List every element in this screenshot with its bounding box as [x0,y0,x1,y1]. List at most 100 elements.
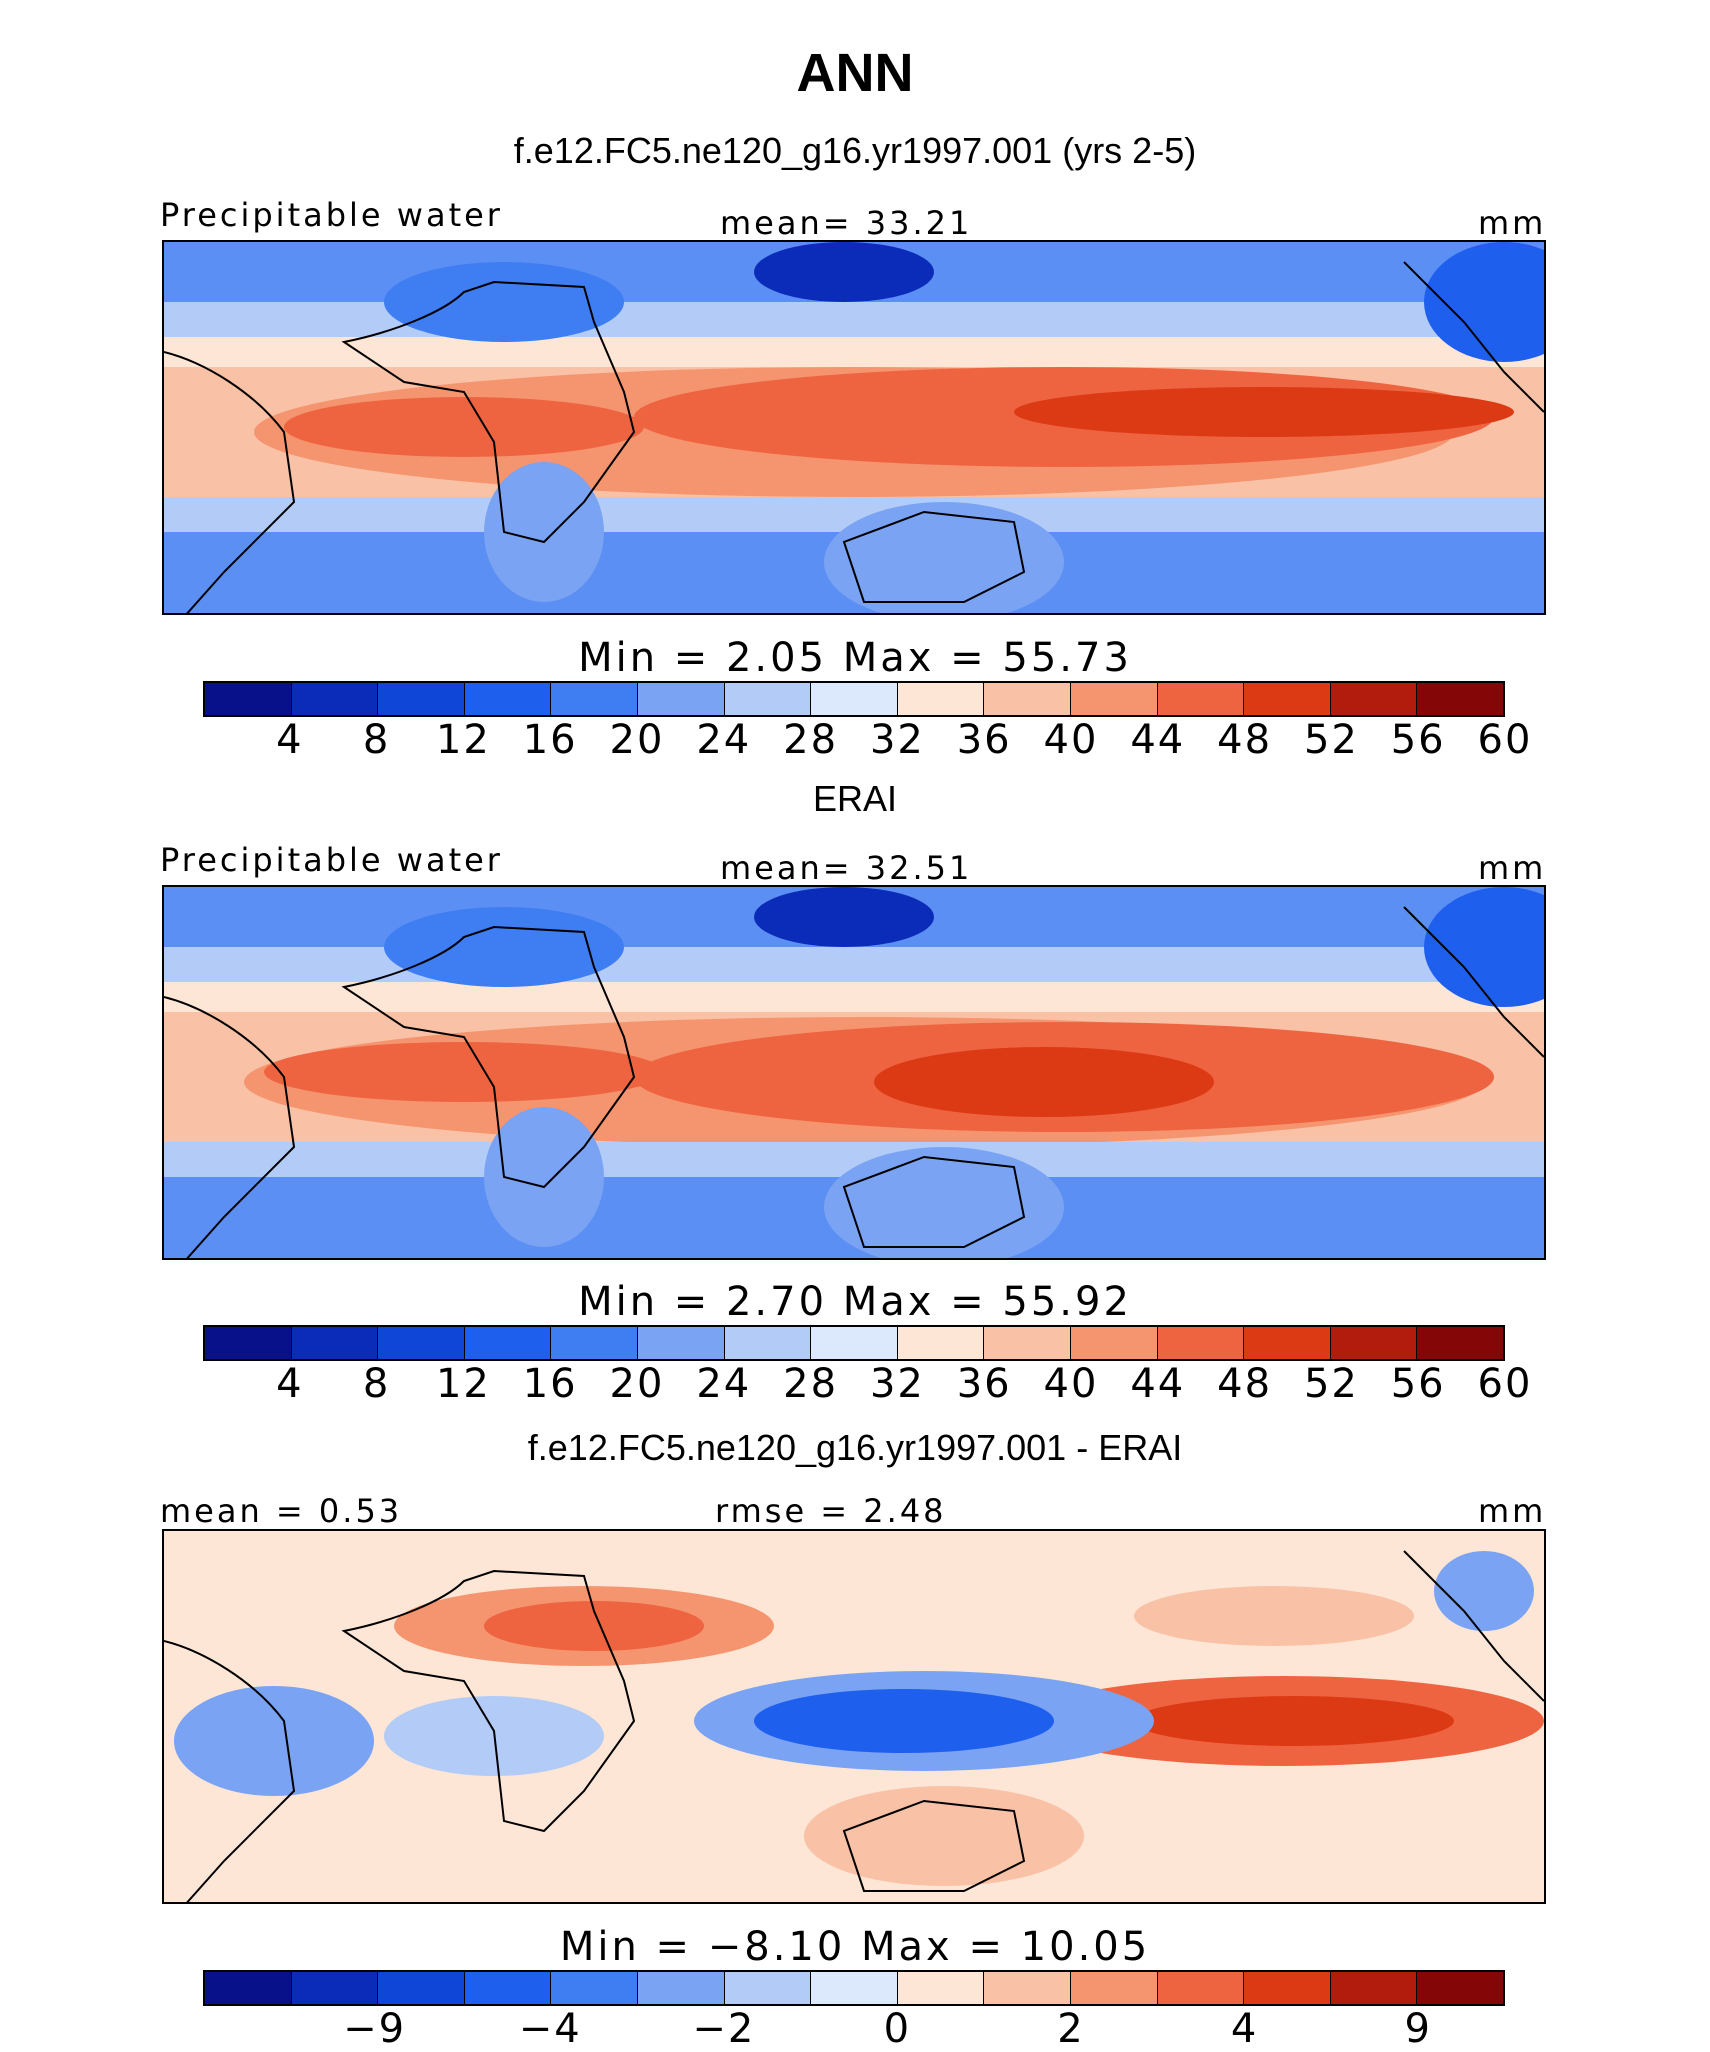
colorbar-swatch [378,1972,465,2004]
colorbar-swatch [984,683,1071,715]
colorbar-tick-label: 48 [1217,1361,1273,1407]
colorbar-swatch [984,1972,1071,2004]
colorbar-swatch [205,1327,292,1359]
colorbar-swatch [291,1327,379,1359]
colorbar-tick-label: 4 [276,1361,304,1407]
colorbar-swatch [205,683,292,715]
colorbar-tick-label: 60 [1477,1361,1533,1407]
colorbar-tick-label: 44 [1130,1361,1186,1407]
colorbar-tick-label: 20 [609,717,665,763]
colorbar-swatch [1070,1327,1158,1359]
panel-3-colorbar [203,1970,1505,2006]
colorbar-swatch [551,683,638,715]
panel-3-rmse-label: rmse = 2.48 [715,1492,947,1530]
panel-2-units-label: mm [1478,849,1547,887]
colorbar-swatch [637,1972,725,2004]
colorbar-tick-label: 32 [869,717,925,763]
colorbar-tick-label: 9 [1404,2006,1432,2052]
panel-1-contour-field [164,242,1544,613]
colorbar-swatch [1157,683,1245,715]
colorbar-swatch [1157,1327,1245,1359]
colorbar-tick-label: 8 [362,1361,391,1407]
colorbar-tick-label: 36 [956,1361,1012,1407]
panel-1-colorbar-ticks: 4 8 12 16 20 24 28 32 36 40 44 48 52 56 60 [0,717,1710,767]
colorbar-swatch [811,683,898,715]
colorbar-swatch [984,1327,1071,1359]
colorbar-swatch [724,1972,812,2004]
colorbar-swatch [1070,1972,1158,2004]
colorbar-swatch [1070,683,1158,715]
colorbar-tick-label: 52 [1303,1361,1359,1407]
panel-2-minmax: Min = 2.70 Max = 55.92 [578,1279,1132,1325]
colorbar-swatch [205,1972,292,2004]
colorbar-swatch [724,1327,812,1359]
colorbar-tick-label: 24 [696,1361,752,1407]
panel-2-contour-field [164,887,1544,1258]
colorbar-tick-label: 32 [869,1361,925,1407]
colorbar-swatch [1330,1327,1418,1359]
colorbar-swatch [1417,683,1503,715]
colorbar-tick-label: 4 [1230,2006,1259,2052]
panel-2-colorbar-ticks: 4 8 12 16 20 24 28 32 36 40 44 48 52 56 60 [0,1361,1710,1411]
panel-3-title: f.e12.FC5.ne120_g16.yr1997.001 - ERAI [527,1427,1183,1468]
panel-1-minmax: Min = 2.05 Max = 55.73 [578,635,1132,681]
colorbar-swatch [1417,1327,1503,1359]
colorbar-swatch [897,683,985,715]
colorbar-swatch [1330,1972,1418,2004]
colorbar-swatch [551,1972,638,2004]
colorbar-tick-label: 16 [522,1361,578,1407]
panel-3-map [162,1529,1546,1904]
colorbar-swatch [464,1327,552,1359]
colorbar-swatch [637,1327,725,1359]
colorbar-swatch [291,683,379,715]
panel-3-contour-field [164,1531,1544,1902]
colorbar-swatch [724,683,812,715]
colorbar-swatch [1244,1972,1331,2004]
panel-3-minmax: Min = −8.10 Max = 10.05 [559,1924,1151,1970]
panel-2-map [162,885,1546,1260]
colorbar-swatch [291,1972,379,2004]
colorbar-swatch [637,683,725,715]
panel-1-units-label: mm [1478,204,1547,242]
colorbar-tick-label: 2 [1057,2006,1085,2052]
colorbar-tick-label: 60 [1477,717,1533,763]
colorbar-swatch [1244,683,1331,715]
panel-1-colorbar [203,681,1505,717]
panel-2-title: ERAI [812,778,898,819]
colorbar-swatch [897,1327,985,1359]
colorbar-swatch [464,683,552,715]
colorbar-tick-label: −4 [518,2006,582,2052]
colorbar-tick-label: 36 [956,717,1012,763]
colorbar-swatch [1157,1972,1245,2004]
colorbar-tick-label: 40 [1043,1361,1099,1407]
colorbar-tick-label: 12 [435,717,491,763]
panel-1-mean-label: mean= 33.21 [720,204,973,242]
colorbar-tick-label: 4 [276,717,304,763]
colorbar-swatch [1244,1327,1331,1359]
colorbar-tick-label: 28 [783,717,839,763]
colorbar-tick-label: 16 [522,717,578,763]
colorbar-swatch [1417,1972,1503,2004]
colorbar-tick-label: 56 [1390,717,1446,763]
panel-3-colorbar-ticks: −9 −4 −2 0 2 4 9 [0,2006,1710,2052]
colorbar-tick-label: 48 [1217,717,1273,763]
panel-1-title: f.e12.FC5.ne120_g16.yr1997.001 (yrs 2-5) [513,130,1197,171]
panel-1-map [162,240,1546,615]
panel-2-colorbar [203,1325,1505,1361]
colorbar-tick-label: 56 [1390,1361,1446,1407]
colorbar-tick-label: −2 [692,2006,756,2052]
panel-2-mean-label: mean= 32.51 [720,849,973,887]
colorbar-swatch [378,1327,465,1359]
colorbar-swatch [551,1327,638,1359]
panel-2-variable-label: Precipitable water [160,841,503,879]
figure-title: ANN [796,43,914,103]
colorbar-tick-label: 28 [783,1361,839,1407]
colorbar-tick-label: 52 [1303,717,1359,763]
colorbar-swatch [1330,683,1418,715]
panel-3-mean-label: mean = 0.53 [160,1492,403,1530]
colorbar-tick-label: 44 [1130,717,1186,763]
colorbar-swatch [811,1327,898,1359]
colorbar-tick-label: 40 [1043,717,1099,763]
colorbar-tick-label: 0 [883,2006,912,2052]
colorbar-tick-label: 12 [435,1361,491,1407]
